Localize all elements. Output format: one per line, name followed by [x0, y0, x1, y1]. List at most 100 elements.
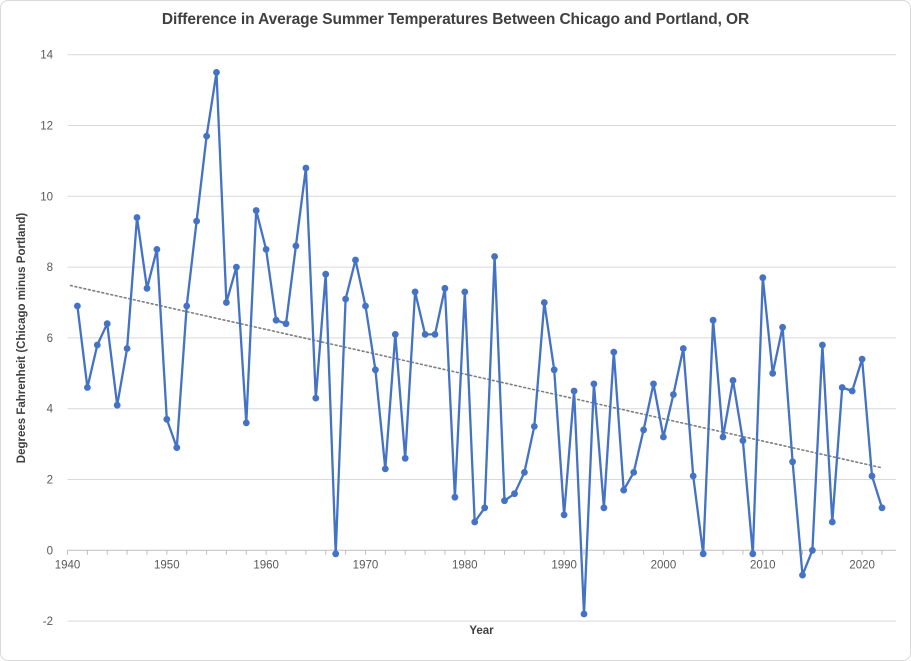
data-point-marker	[153, 246, 161, 253]
data-point-marker	[461, 288, 469, 296]
data-point-marker	[789, 458, 796, 466]
data-point-marker	[74, 302, 81, 310]
data-point-marker	[729, 377, 737, 384]
data-point-marker	[163, 415, 171, 423]
data-point-marker	[84, 384, 91, 391]
y-tick-label: 0	[47, 545, 53, 557]
y-tick-labels: -2 0 2 4 6 8 10 12 14	[40, 50, 53, 628]
series-line	[76, 71, 884, 616]
data-point-marker	[183, 302, 191, 310]
y-tick-label: 4	[47, 404, 54, 416]
data-point-marker	[451, 493, 459, 501]
y-gridlines	[67, 54, 896, 622]
trendline	[69, 284, 883, 469]
data-point-marker	[173, 444, 181, 451]
data-point-marker	[779, 323, 786, 331]
data-point-marker	[362, 302, 369, 310]
x-tick-label: 1980	[452, 559, 478, 571]
data-point-marker	[352, 256, 359, 264]
data-point-marker	[769, 369, 777, 377]
data-point-marker	[739, 437, 747, 444]
data-point-marker	[759, 274, 767, 282]
data-point-marker	[580, 610, 588, 618]
data-point-marker	[372, 366, 379, 374]
data-point-marker	[302, 164, 310, 172]
x-tick-label: 1990	[551, 559, 577, 571]
data-point-marker	[272, 316, 280, 324]
data-point-marker	[640, 426, 647, 434]
data-point-marker	[699, 550, 707, 558]
data-point-marker	[570, 387, 578, 395]
data-point-marker	[193, 217, 201, 225]
y-tick-label: -2	[43, 616, 53, 628]
data-point-marker	[93, 341, 101, 349]
x-axis-title: Year	[469, 625, 494, 637]
data-point-marker	[312, 394, 320, 402]
data-point-marker	[233, 263, 240, 271]
data-point-marker	[381, 465, 389, 473]
data-point-marker	[421, 331, 429, 338]
data-point-marker	[292, 242, 300, 250]
x-tick-label: 1960	[253, 559, 279, 571]
data-point-marker	[670, 391, 677, 398]
data-point-marker	[660, 433, 667, 441]
data-point-marker	[689, 472, 697, 480]
data-point-marker	[203, 132, 211, 140]
x-tick-label: 2000	[651, 559, 677, 571]
data-point-marker	[610, 348, 618, 356]
data-point-marker	[530, 423, 538, 430]
data-point-marker	[550, 366, 558, 374]
data-point-marker	[113, 401, 121, 409]
chart-title: Difference in Average Summer Temperature…	[161, 11, 750, 28]
y-tick-label: 12	[40, 121, 53, 133]
data-point-marker	[868, 472, 876, 480]
data-point-marker	[799, 571, 806, 579]
data-point-marker	[511, 490, 518, 498]
data-point-marker	[848, 387, 856, 395]
data-point-marker	[590, 380, 598, 388]
data-point-marker	[809, 546, 816, 554]
data-point-marker	[600, 504, 608, 512]
data-point-marker	[719, 433, 727, 441]
x-tick-label: 1970	[353, 559, 379, 571]
data-point-marker	[213, 69, 220, 76]
data-point-marker	[679, 345, 687, 352]
y-tick-label: 2	[47, 475, 53, 487]
data-point-marker	[411, 288, 419, 296]
y-tick-label: 8	[47, 262, 53, 274]
y-tick-label: 6	[47, 333, 53, 345]
data-point-marker	[431, 331, 439, 338]
x-tick-labels: 1940 1950 1960 1970 1980 1990 2000 2010 2020	[55, 559, 875, 571]
data-point-marker	[242, 419, 250, 427]
data-point-marker	[858, 355, 866, 363]
data-point-marker	[749, 550, 757, 558]
data-point-marker	[828, 518, 836, 526]
x-tick-label: 2020	[849, 559, 875, 571]
data-point-marker	[838, 384, 846, 391]
data-point-marker	[620, 486, 628, 494]
data-point-marker	[878, 504, 886, 512]
data-point-marker	[471, 518, 479, 526]
data-point-marker	[391, 331, 399, 338]
data-point-marker	[819, 341, 826, 349]
x-axis	[67, 549, 896, 555]
data-point-marker	[342, 295, 349, 303]
data-point-marker	[103, 320, 111, 328]
data-point-marker	[123, 345, 131, 352]
data-point-marker	[401, 454, 409, 462]
x-tick-label: 2010	[750, 559, 776, 571]
y-tick-label: 14	[40, 50, 53, 62]
data-point-marker	[223, 299, 230, 306]
data-point-marker	[491, 253, 498, 260]
data-point-marker	[540, 299, 548, 306]
data-point-marker	[521, 469, 528, 476]
data-point-marker	[133, 214, 141, 221]
y-tick-label: 10	[40, 191, 53, 203]
data-point-marker	[630, 469, 638, 476]
x-tick-label: 1940	[55, 559, 81, 571]
data-point-marker	[650, 380, 657, 388]
data-point-marker	[322, 270, 330, 278]
data-point-marker	[143, 284, 151, 292]
